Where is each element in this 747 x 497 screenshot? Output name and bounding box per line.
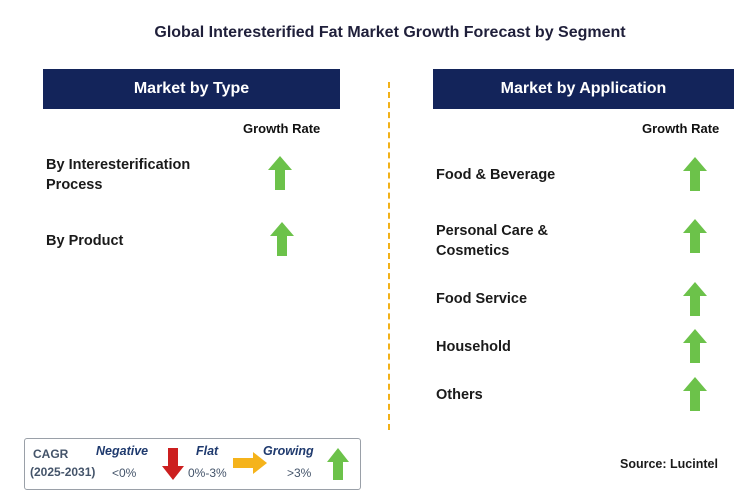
growing-arrow-icon — [268, 156, 292, 190]
application-row-label-line1: Food Service — [436, 291, 528, 307]
flat-arrow-icon — [233, 452, 267, 474]
application-row-label-line2: Cosmetics — [436, 243, 510, 259]
application-row-label: Household — [436, 337, 511, 357]
legend-cagr-label: CAGR — [33, 447, 69, 461]
type-growth-rate-label: Growth Rate — [243, 121, 321, 136]
type-row-label: By Interesterification Process — [46, 155, 190, 195]
legend-growing-label: Growing — [263, 444, 314, 458]
type-row-label-line1: By Product — [46, 233, 124, 249]
application-growth-rate-label: Growth Rate — [642, 121, 720, 136]
type-row-label: By Product — [46, 231, 123, 251]
application-row-label: Personal Care & Cosmetics — [436, 221, 548, 261]
growing-arrow-icon — [683, 157, 707, 191]
application-row-label-line1: Others — [436, 387, 483, 403]
legend-growing-value: >3% — [287, 466, 312, 480]
type-panel-header: Market by Type — [43, 69, 340, 109]
growing-arrow-icon — [683, 377, 707, 411]
panel-divider — [388, 82, 390, 430]
negative-arrow-icon — [162, 448, 184, 480]
application-row-label-line1: Personal Care & — [436, 223, 549, 239]
type-row-label-line2: Process — [46, 177, 103, 193]
growing-arrow-icon — [683, 329, 707, 363]
application-row-label: Food & Beverage — [436, 165, 555, 185]
application-panel-header: Market by Application — [433, 69, 734, 109]
legend-period: (2025-2031) — [30, 465, 96, 479]
type-panel-header-label: Market by Type — [133, 80, 250, 97]
legend-negative-label: Negative — [96, 444, 149, 458]
legend-flat-label: Flat — [196, 444, 219, 458]
growing-arrow-icon — [327, 448, 349, 480]
growing-arrow-icon — [270, 222, 294, 256]
cagr-legend — [24, 438, 361, 490]
type-row-label-line1: By Interesterification — [46, 157, 191, 173]
legend-flat-value: 0%-3% — [188, 466, 227, 480]
legend-negative-value: <0% — [112, 466, 137, 480]
source-credit: Source: Lucintel — [620, 457, 718, 471]
application-row-label-line1: Household — [436, 339, 511, 355]
application-row-label-line1: Food & Beverage — [436, 167, 556, 183]
application-row-label: Food Service — [436, 289, 527, 309]
application-panel-header-label: Market by Application — [500, 80, 667, 97]
growing-arrow-icon — [683, 282, 707, 316]
growing-arrow-icon — [683, 219, 707, 253]
application-row-label: Others — [436, 385, 483, 405]
chart-title: Global Interesterified Fat Market Growth… — [154, 24, 626, 41]
